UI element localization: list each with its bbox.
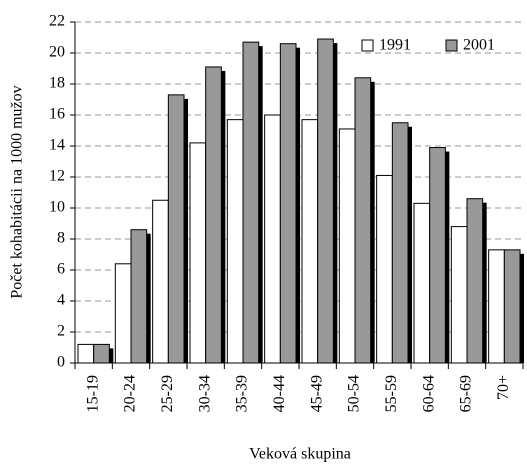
x-tick-label: 35-39 bbox=[234, 375, 251, 412]
y-tick-label: 18 bbox=[49, 75, 65, 92]
x-tick-label: 50-54 bbox=[346, 375, 363, 412]
y-tick-label: 12 bbox=[49, 168, 65, 185]
bar bbox=[77, 343, 95, 364]
y-tick-label: 16 bbox=[49, 106, 65, 123]
bar bbox=[93, 343, 110, 364]
bar bbox=[450, 226, 468, 364]
bar bbox=[338, 128, 356, 364]
x-tick-label: 15-19 bbox=[84, 375, 101, 412]
y-tick-label: 4 bbox=[57, 292, 65, 309]
bar bbox=[189, 142, 207, 364]
y-tick-label: 2 bbox=[57, 323, 65, 340]
x-tick-label: 20-24 bbox=[122, 375, 139, 412]
y-tick-label: 8 bbox=[57, 230, 65, 247]
bar bbox=[466, 198, 484, 364]
y-tick-label: 6 bbox=[57, 261, 65, 278]
bar bbox=[488, 249, 505, 364]
bar bbox=[301, 119, 319, 364]
bar bbox=[152, 199, 169, 364]
y-tick-label: 22 bbox=[49, 13, 65, 30]
x-tick-label: 60-64 bbox=[420, 375, 437, 412]
bar bbox=[376, 174, 393, 364]
bar bbox=[242, 41, 260, 364]
legend-label: 1991 bbox=[379, 37, 411, 54]
legend-label: 2001 bbox=[463, 37, 495, 54]
bar bbox=[226, 119, 244, 364]
bar bbox=[167, 94, 185, 364]
legend-swatch bbox=[445, 39, 458, 52]
legend-swatch bbox=[361, 39, 374, 52]
bar bbox=[205, 66, 222, 364]
x-tick-label: 25-29 bbox=[159, 375, 176, 412]
x-tick-label: 70+ bbox=[495, 375, 512, 400]
bar bbox=[114, 263, 132, 364]
y-tick-label: 14 bbox=[49, 137, 65, 154]
x-tick-label: 65-69 bbox=[458, 375, 475, 412]
y-tick-label: 0 bbox=[57, 354, 65, 371]
bar bbox=[429, 147, 446, 364]
x-axis-label: Veková skupina bbox=[249, 446, 351, 463]
bar bbox=[503, 249, 521, 364]
x-tick-label: 55-59 bbox=[383, 375, 400, 412]
bar bbox=[130, 229, 148, 364]
bar bbox=[391, 122, 409, 364]
y-tick-label: 20 bbox=[49, 44, 65, 61]
y-axis-label: Počet kohabitácii na 1000 mužov bbox=[9, 85, 26, 298]
x-tick-label: 40-44 bbox=[271, 375, 288, 412]
y-tick-label: 10 bbox=[49, 199, 65, 216]
bar bbox=[279, 43, 297, 364]
bar bbox=[354, 77, 372, 364]
bar bbox=[264, 114, 281, 364]
bar bbox=[317, 38, 334, 364]
x-tick-label: 45-49 bbox=[308, 375, 325, 412]
x-tick-label: 30-34 bbox=[196, 375, 213, 412]
bar bbox=[413, 202, 431, 364]
